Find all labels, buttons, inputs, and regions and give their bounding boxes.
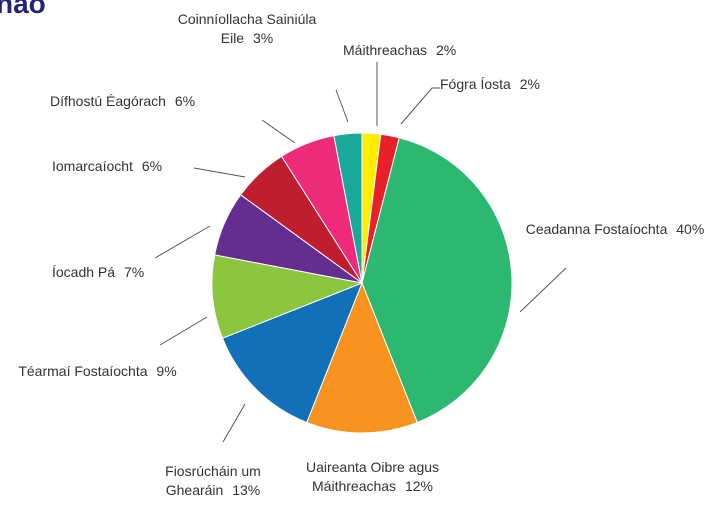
category-name: Dífhostú Éagórach — [50, 93, 166, 109]
value-label: 3% — [253, 30, 274, 46]
category-name: Ceadanna Fostaíochta — [525, 221, 668, 237]
slice-label: Uaireanta Oibre agus Máithreachas 12% — [290, 458, 455, 496]
category-name: Fógra Íosta — [440, 76, 511, 92]
leader-line — [519, 267, 567, 313]
slice-label: Ceadanna Fostaíochta 40% — [510, 220, 711, 239]
leader-line — [159, 316, 208, 346]
leader-line — [261, 119, 296, 144]
value-label: 2% — [435, 42, 457, 58]
value-label: 6% — [174, 93, 196, 109]
category-name: Máithreachas — [343, 42, 428, 58]
value-label: 13% — [232, 482, 261, 498]
chart-title: nao — [0, 0, 46, 19]
slice-label: Coinníollacha Sainiúla Eile 3% — [172, 10, 322, 48]
value-label: 40% — [676, 221, 705, 237]
value-label: 7% — [123, 264, 145, 280]
category-name: Iomarcaíocht — [52, 158, 133, 174]
slice-label: Dífhostú Éagórach 6% — [50, 92, 270, 111]
slice-label: Máithreachas 2% — [343, 41, 513, 60]
category-name: Uaireanta Oibre agus Máithreachas — [305, 459, 440, 494]
pie-slice — [221, 282, 363, 424]
slice-label: Fiosrúcháin um Ghearáin 13% — [148, 462, 278, 500]
pie-slice — [306, 281, 418, 434]
slice-label: Téarmaí Fostaíochta 9% — [5, 362, 190, 381]
category-name: Fiosrúcháin um Ghearáin — [165, 463, 261, 498]
category-name: Téarmaí Fostaíochta — [18, 363, 148, 379]
pie-slice — [211, 254, 364, 339]
value-label: 9% — [156, 363, 177, 379]
leader-line — [400, 87, 440, 125]
category-name: Coinníollacha Sainiúla Eile — [177, 11, 317, 46]
value-label: 6% — [141, 158, 163, 174]
slice-label: Iomarcaíocht 6% — [52, 157, 202, 176]
pie-slice — [333, 132, 363, 284]
leader-lines — [154, 62, 567, 443]
slice-label: Íocadh Pá 7% — [52, 263, 182, 282]
slice-label: Fógra Íosta 2% — [440, 75, 590, 94]
pie-slice — [361, 137, 513, 424]
leader-line — [154, 225, 211, 259]
category-name: Íocadh Pá — [52, 264, 116, 280]
leader-line — [335, 89, 349, 123]
value-label: 12% — [404, 478, 433, 494]
leader-line — [193, 167, 246, 178]
leader-line — [222, 403, 246, 443]
value-label: 2% — [519, 76, 540, 92]
